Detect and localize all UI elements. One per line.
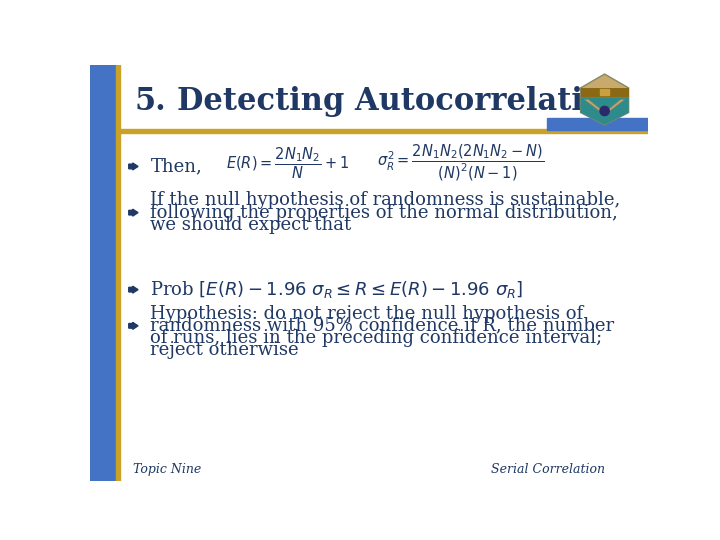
Text: Hypothesis: do not reject the null hypothesis of: Hypothesis: do not reject the null hypot…	[150, 305, 584, 322]
Text: following the properties of the normal distribution,: following the properties of the normal d…	[150, 204, 618, 221]
Circle shape	[600, 106, 609, 116]
Text: 5.: 5.	[135, 86, 167, 117]
Text: Then,: Then,	[150, 158, 202, 176]
Polygon shape	[580, 74, 629, 125]
Bar	[120, 132, 648, 481]
Text: of runs, lies in the preceding confidence interval;: of runs, lies in the preceding confidenc…	[150, 329, 603, 347]
Text: Detecting Autocorrelation: Detecting Autocorrelation	[177, 86, 625, 117]
Bar	[90, 65, 120, 481]
Bar	[120, 65, 648, 130]
Text: we should expect that: we should expect that	[150, 216, 351, 234]
Text: If the null hypothesis of randomness is sustainable,: If the null hypothesis of randomness is …	[150, 191, 621, 210]
Polygon shape	[580, 88, 629, 97]
FancyArrow shape	[129, 286, 138, 293]
FancyArrow shape	[129, 163, 138, 170]
Polygon shape	[580, 97, 629, 125]
Text: $E(R) = \dfrac{2N_1N_2}{N} + 1$: $E(R) = \dfrac{2N_1N_2}{N} + 1$	[225, 146, 349, 181]
Text: Serial Correlation: Serial Correlation	[491, 463, 606, 476]
FancyArrow shape	[129, 209, 138, 216]
Text: $\sigma_R^2 = \dfrac{2N_1N_2(2N_1N_2 - N)}{(N)^2(N-1)}$: $\sigma_R^2 = \dfrac{2N_1N_2(2N_1N_2 - N…	[377, 143, 544, 184]
Bar	[600, 89, 609, 95]
Text: Topic Nine: Topic Nine	[132, 463, 201, 476]
FancyArrow shape	[129, 322, 138, 329]
Bar	[116, 65, 120, 481]
Text: reject otherwise: reject otherwise	[150, 341, 299, 360]
Text: Prob $[E(R) - 1.96\ \sigma_R \leq R \leq E(R) - 1.96\ \sigma_R]$: Prob $[E(R) - 1.96\ \sigma_R \leq R \leq…	[150, 279, 523, 300]
Bar	[547, 118, 648, 130]
Polygon shape	[585, 99, 625, 115]
Text: randomness with 95% confidence if R, the number: randomness with 95% confidence if R, the…	[150, 317, 615, 335]
Bar	[120, 130, 648, 132]
